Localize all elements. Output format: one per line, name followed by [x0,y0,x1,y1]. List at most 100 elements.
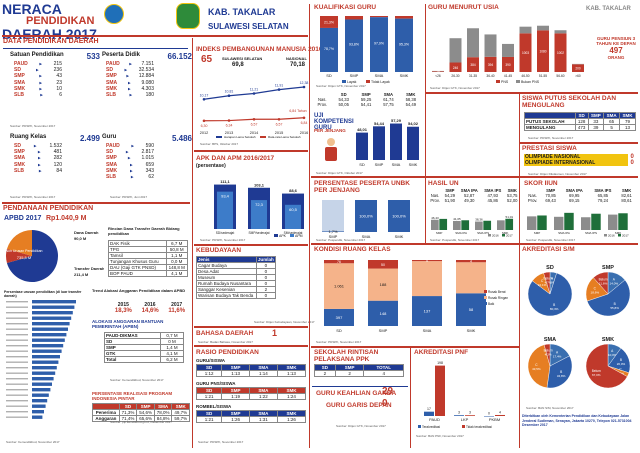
persentase-row-label [6,356,28,358]
legend-swatch [260,136,266,138]
slice-key: C [619,367,622,371]
table-cell: 71,3% [118,409,138,416]
rusak-berat-bar [368,260,398,269]
data-label: 46,43 [431,216,439,220]
slice-label: 14,0% [610,282,619,286]
data-label: 394 [488,63,494,67]
list-item-value: 4.303 [141,85,154,92]
table-cell: 1:21 [195,393,223,400]
list-item-key: SMP [106,73,117,80]
pns-bar [537,30,549,72]
pie-label: Dana Daerah [74,230,99,235]
divider [309,4,310,448]
list-item-key: SLB [14,167,24,174]
data-label: 50 [381,263,385,267]
list-item-key: PAUD [106,143,120,149]
data-label: 397 [336,315,343,320]
uji-bar [407,126,419,160]
terakreditasi-bar [484,416,494,417]
region-logo-icon [176,3,200,29]
legend-swatch [604,234,607,237]
list-item: SMP ▶ 12.884 [106,73,154,79]
persentase-title: Persentase urusan pendidikan (di luar tr… [4,290,82,298]
tick-label: SMK [502,231,509,235]
arrow-right-icon: ▶ [130,168,133,173]
source-text: Sumber: Ditjen Kebudayaan, November 2017 [254,320,315,324]
legend-swatch [502,234,505,237]
satuan-block: Satuan Pendidikan 533 PAUD ▶ 215 SD ▶ 236 SMP ▶… [10,52,100,98]
list-item-value: 481 [53,149,62,156]
legend-swatch [462,425,465,428]
ipm-line-chart: 10,17 10,81 11,21 11,91 12,38 6,30 6,34 6,57 6,5… [200,81,309,139]
nonpns-bar [519,26,532,34]
table-cell: 70,85 [545,193,556,198]
skor-iiun-table: SMP SMA IPA SMA IPS SMK Nas. 70,85 69,95 65,85 8… [524,188,636,203]
table-cell: 1:21 [195,416,223,423]
list-item: SMK ▶ 120 [14,162,62,168]
rusak-ringan-bar [324,263,354,309]
slice-label: 20,0% [617,362,626,366]
satuan-label: Satuan Pendidikan [10,52,64,58]
data-label: 1.061 [334,284,345,289]
header-divider [2,35,308,37]
pensiun-block: GURU PENSIUN 3 TAHUN KE DEPAN 497 ORANG [594,36,638,60]
divider [194,150,308,152]
source-text: Sumber: PDSPK, November 2017 [200,238,246,242]
alokasi-title: ALOKASI ANGGARAN BANTUAN PEMERINTAH (APB… [92,319,164,329]
table-row: Anggaran 71,4% 65,6% 84,8% 59,7% [92,415,190,422]
list-item-key: SMA [106,161,118,168]
table-cell: Anggaran [92,415,120,422]
data-label: 88,6 [289,188,298,193]
table-cell: 54,6% [136,409,155,416]
uji-title: UJI KOMPETENSI GURU [314,113,354,131]
tick-label: SMA IPS [477,231,489,235]
nonpns-bar [467,28,479,58]
divider [194,326,308,328]
data-label: 60,5 [289,207,298,212]
table-cell: 473 [574,124,589,131]
source-text: Sumber: BAN S/M, November 2017 [526,406,574,410]
arrow-right-icon: ▶ [127,80,131,85]
data-pendidikan-title: DATA PENDIDIKAN DAERAH [3,38,99,45]
table-cell: OLIMPIADE NASIONAL [524,154,629,160]
data-label: 188 [380,282,387,287]
persentase-bar [32,311,73,315]
data-label: 54,44 [374,121,385,126]
rincian-table: DAK Fisik 6,7 M TPG 50,8 M Tamsil 1,1 M Tunjan… [108,240,189,277]
arrow-right-icon: ▶ [39,62,43,66]
annotation: 6,84 Tahun [289,109,306,113]
divider [311,346,519,348]
legend-label: Rata-rata Lama Sekolah [268,135,301,139]
divider [426,92,638,94]
table-cell: 1:22 [248,393,278,400]
legend-label: 2017 [622,234,629,238]
tick-label: SMK [615,231,622,235]
tick-label: SMA [375,73,384,78]
legend-swatch [418,425,421,428]
list-item-value: 84 [56,167,62,174]
persentase-row-label [6,328,28,330]
apbd-value: Rp1.040,9 M [46,215,87,222]
arrow-right-icon: ▶ [39,86,43,91]
table-row: Total 6,2 M [104,356,185,363]
legend-swatch [216,136,222,138]
divider [194,244,308,246]
persentase-row-label [6,378,28,380]
list-item: SD ▶ 1.532 [14,143,62,149]
tidak-terakreditasi-bar [495,414,505,416]
prestasi-table: OLIMPIADE NASIONAL 0 OLIMPIADE INTERNASION… [524,154,636,166]
table-cell: 59,7% [171,415,190,422]
arrow-right-icon: ▶ [35,68,39,73]
tick-label: SMP [379,328,388,333]
table-cell: 2 [334,370,365,377]
legend-label: Bukan PNS [521,80,540,84]
pie-value: 735,5 M [17,255,31,260]
persentase-row-label [6,394,28,396]
divider [425,4,426,244]
data-label: 93,8% [349,43,359,47]
table-cell: 1:19 [221,393,250,400]
data-point [227,94,231,98]
data-label: 1002 [557,51,564,55]
apk-bar-chart: 111,1 93,4 SD/sederajat 103,1 72,3 SMP/sedera… [214,179,304,238]
persentase-row-label [6,350,28,352]
